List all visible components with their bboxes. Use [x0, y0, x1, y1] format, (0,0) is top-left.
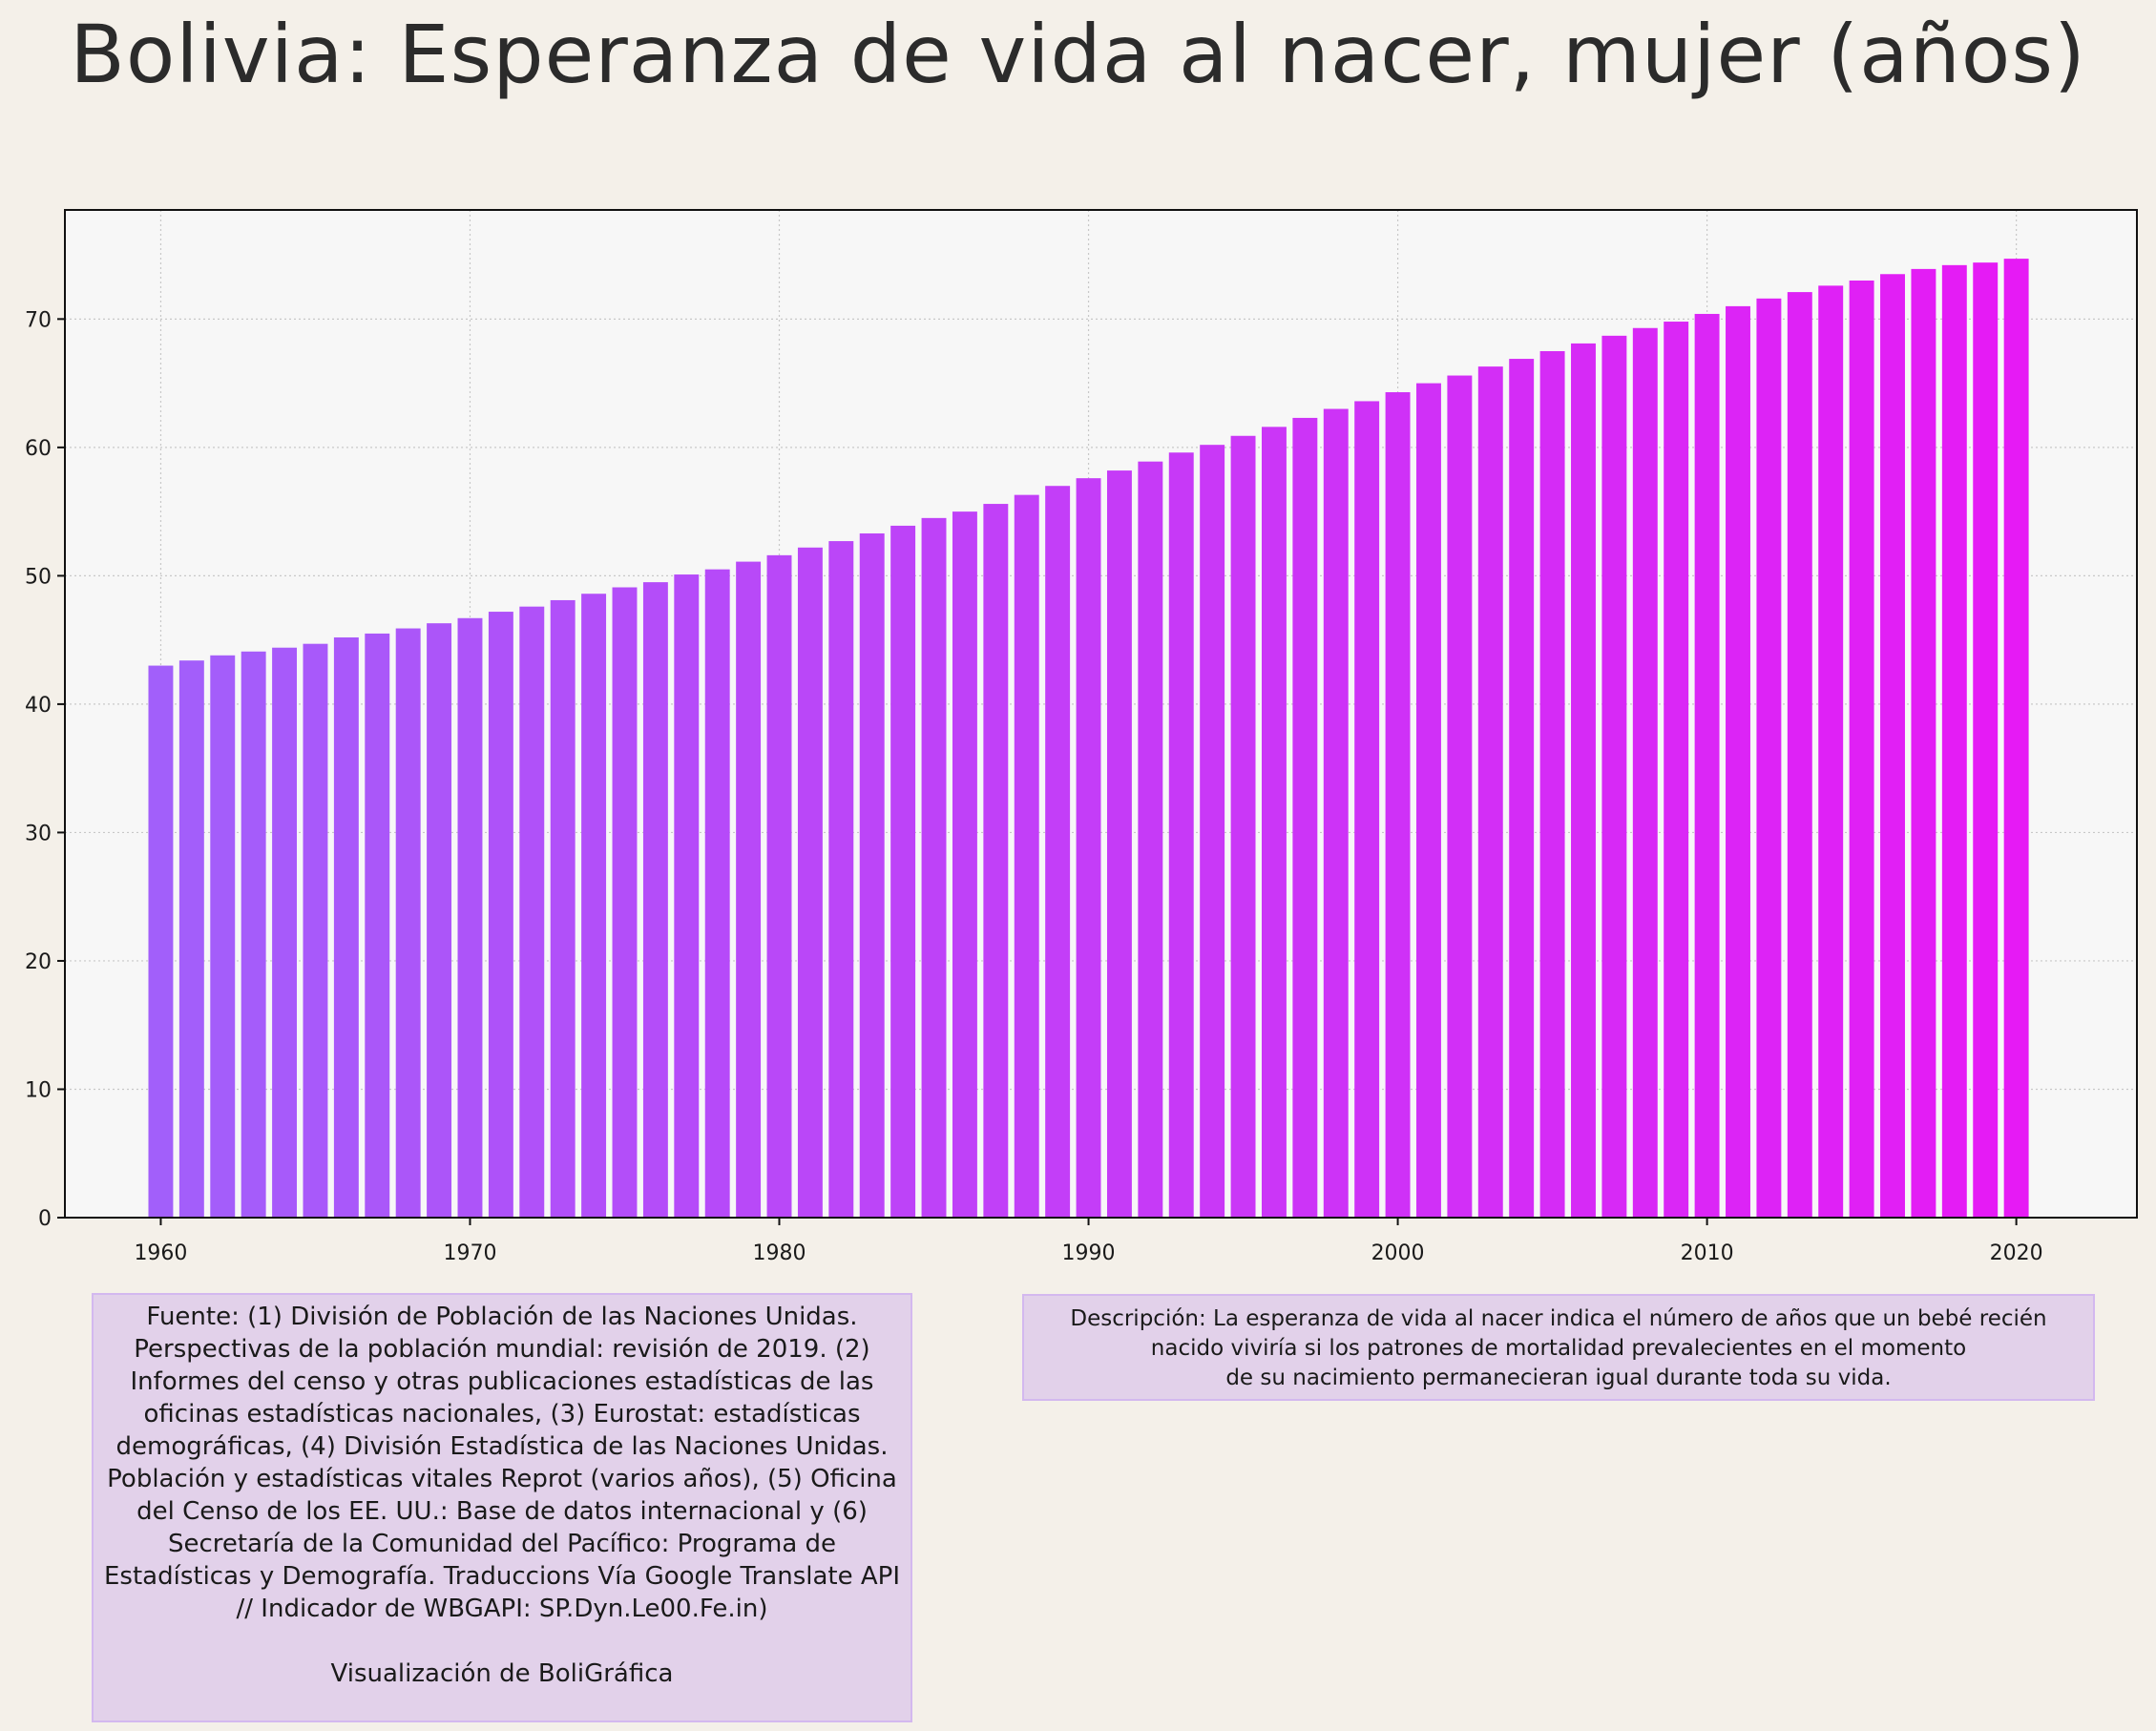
bar-1995	[1230, 435, 1256, 1218]
bar-2002	[1447, 375, 1473, 1218]
bar-1987	[983, 504, 1009, 1218]
bar-2010	[1694, 313, 1720, 1219]
bar-1971	[488, 612, 513, 1218]
bar-1996	[1261, 427, 1287, 1219]
bar-1986	[952, 511, 977, 1218]
bar-1976	[642, 582, 668, 1218]
bar-2014	[1818, 285, 1844, 1218]
bar-2006	[1571, 343, 1596, 1218]
bar-1992	[1138, 461, 1163, 1218]
description-line: nacido viviría si los patrones de mortal…	[1150, 1336, 1967, 1361]
bar-2015	[1849, 280, 1874, 1218]
bar-1963	[241, 651, 266, 1218]
bar-2005	[1539, 350, 1565, 1219]
bar-1970	[457, 617, 483, 1218]
y-tick-label: 50	[25, 565, 52, 589]
bar-1988	[1014, 494, 1039, 1218]
x-tick-label: 1990	[1062, 1241, 1116, 1265]
bar-2009	[1664, 322, 1689, 1218]
bar-1985	[921, 517, 947, 1218]
bar-1965	[303, 643, 328, 1218]
x-tick-label: 1980	[753, 1241, 806, 1265]
bar-1991	[1106, 470, 1132, 1218]
bar-1982	[828, 541, 854, 1218]
bar-1974	[581, 594, 607, 1218]
bar-1981	[797, 547, 823, 1218]
bar-1972	[519, 606, 545, 1218]
bar-1990	[1076, 478, 1101, 1218]
bar-2019	[1973, 262, 1999, 1218]
bar-1980	[766, 554, 792, 1218]
bars	[148, 259, 2029, 1219]
bar-1997	[1292, 417, 1318, 1218]
bar-1989	[1045, 486, 1071, 1219]
bar-1973	[550, 599, 576, 1218]
bar-1998	[1323, 408, 1349, 1219]
bar-1961	[178, 660, 204, 1218]
bar-1999	[1354, 401, 1380, 1218]
bar-1978	[704, 569, 730, 1218]
x-tick-label: 2020	[1990, 1241, 2043, 1265]
bar-1962	[210, 655, 236, 1218]
bar-2011	[1726, 305, 1750, 1218]
y-tick-label: 20	[25, 950, 52, 974]
bar-2003	[1477, 366, 1503, 1218]
bar-2008	[1632, 327, 1658, 1218]
bar-1966	[333, 636, 359, 1218]
source-text: Fuente: (1) División de Población de las…	[104, 1303, 900, 1623]
plot-frame	[64, 209, 2138, 1219]
y-tick-label: 60	[25, 437, 52, 461]
y-tick-label: 10	[25, 1078, 52, 1102]
bar-1984	[890, 525, 916, 1218]
x-tick-label: 2010	[1681, 1241, 1734, 1265]
x-axis: 1960 1970 1980 1990 2000 2010 2020	[134, 1218, 2043, 1265]
bar-1993	[1168, 452, 1194, 1218]
description-line: de su nacimiento permanecieran igual dur…	[1225, 1366, 1892, 1390]
x-tick-label: 2000	[1371, 1241, 1425, 1265]
source-note: Fuente: (1) División de Población de las…	[92, 1293, 912, 1722]
bar-1969	[427, 623, 452, 1218]
y-tick-label: 0	[38, 1207, 52, 1231]
bar-chart: 1960 1970 1980 1990 2000 2010 2020 0 10 20 30 40 50…	[25, 209, 2138, 1265]
bar-1979	[736, 561, 762, 1218]
description-note: Descripción: La esperanza de vida al nac…	[1022, 1294, 2095, 1401]
bar-2020	[2003, 259, 2029, 1218]
bar-1967	[365, 633, 390, 1218]
bar-1977	[674, 574, 700, 1218]
y-axis: 0 10 20 30 40 50 60 70	[25, 308, 65, 1231]
bar-2007	[1601, 335, 1627, 1218]
visualization-credit: Visualización de BoliGráfica	[330, 1659, 674, 1688]
bar-1960	[148, 665, 174, 1218]
y-tick-label: 70	[25, 308, 52, 332]
x-tick-label: 1960	[134, 1241, 187, 1265]
bar-2013	[1787, 292, 1812, 1219]
bar-2018	[1941, 264, 1967, 1218]
x-tick-label: 1970	[443, 1241, 496, 1265]
bar-2012	[1756, 298, 1782, 1218]
bar-2016	[1880, 274, 1905, 1219]
bar-1968	[395, 628, 421, 1218]
bar-2004	[1509, 359, 1535, 1218]
description-line: Descripción: La esperanza de vida al nac…	[1070, 1306, 2047, 1331]
bar-1964	[272, 647, 298, 1218]
bar-1983	[859, 532, 885, 1218]
bar-2001	[1416, 383, 1441, 1218]
bar-2000	[1385, 392, 1411, 1218]
y-tick-label: 30	[25, 822, 52, 845]
y-tick-label: 40	[25, 694, 52, 718]
bar-1975	[612, 587, 638, 1218]
chart-title: Bolivia: Esperanza de vida al nacer, muj…	[70, 8, 2086, 101]
bar-2017	[1911, 268, 1936, 1218]
bar-1994	[1200, 445, 1225, 1218]
